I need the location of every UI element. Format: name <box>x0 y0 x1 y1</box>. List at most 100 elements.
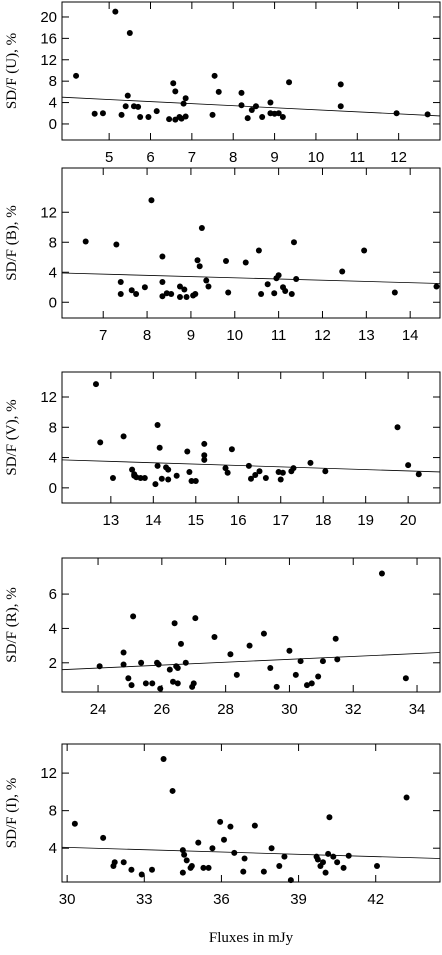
x-tick-label: 19 <box>357 512 374 529</box>
data-point <box>262 475 269 482</box>
y-tick-label: 6 <box>49 586 57 603</box>
y-tick-label: 4 <box>49 840 57 857</box>
data-point <box>246 642 253 649</box>
data-point <box>192 291 199 297</box>
data-point <box>155 661 162 668</box>
data-point <box>183 294 190 300</box>
data-point <box>141 284 148 291</box>
data-point <box>292 671 299 678</box>
plot-frame <box>61 557 441 693</box>
data-point <box>287 877 294 884</box>
data-point <box>271 290 278 297</box>
data-point <box>320 859 326 866</box>
y-tick-label: 8 <box>49 234 57 251</box>
data-point <box>248 475 254 482</box>
data-point <box>188 863 195 870</box>
x-tick-label: 11 <box>349 149 365 166</box>
data-point <box>228 446 235 453</box>
data-point <box>182 113 189 120</box>
data-point <box>156 444 163 451</box>
data-point <box>244 115 251 122</box>
x-tick-label: 18 <box>315 512 332 529</box>
data-point <box>378 570 385 577</box>
data-point <box>129 466 136 473</box>
data-point <box>141 475 148 482</box>
data-point <box>334 656 341 663</box>
y-axis-label: SD/F (R), % <box>4 587 20 662</box>
x-tick-label: 6 <box>146 149 154 166</box>
data-point <box>275 272 282 279</box>
data-point <box>124 92 131 99</box>
data-point <box>188 478 195 485</box>
data-point <box>186 468 193 475</box>
data-point <box>340 864 347 871</box>
data-point <box>279 469 286 476</box>
data-point <box>179 847 186 854</box>
data-point <box>282 288 289 294</box>
data-point <box>233 671 240 678</box>
data-point <box>256 468 263 475</box>
data-point <box>402 675 409 682</box>
data-point <box>160 756 167 763</box>
data-point <box>259 114 266 120</box>
data-point <box>433 283 440 290</box>
data-point <box>194 257 201 264</box>
data-point <box>255 247 262 254</box>
x-tick-label: 34 <box>409 701 426 718</box>
data-point <box>142 680 149 687</box>
data-point <box>223 258 230 264</box>
x-tick-label: 26 <box>153 701 170 718</box>
data-point <box>165 466 172 473</box>
data-point <box>181 851 188 858</box>
data-point <box>203 277 210 284</box>
x-tick-label: 14 <box>145 512 162 529</box>
data-point <box>112 8 119 15</box>
data-point <box>227 823 234 830</box>
y-tick-label: 2 <box>49 655 57 672</box>
x-tick-label: 15 <box>187 512 204 529</box>
y-tick-label: 0 <box>49 294 57 311</box>
data-point <box>424 111 431 118</box>
data-point <box>288 291 295 297</box>
data-point <box>180 100 187 107</box>
y-tick-label: 4 <box>49 620 57 637</box>
data-point <box>137 114 144 120</box>
data-point <box>174 664 181 671</box>
data-point <box>248 107 255 114</box>
data-point <box>172 88 179 95</box>
data-point <box>276 863 283 870</box>
data-point <box>258 291 265 297</box>
x-tick-label: 8 <box>143 327 151 344</box>
data-point <box>275 110 282 117</box>
data-point <box>264 281 271 288</box>
data-point <box>201 456 208 463</box>
data-point <box>182 95 189 102</box>
y-tick-label: 12 <box>40 204 57 221</box>
data-point <box>361 247 368 254</box>
data-point <box>177 640 184 647</box>
data-point <box>149 866 155 873</box>
data-point <box>154 462 161 469</box>
data-point <box>137 475 144 482</box>
data-point <box>325 850 332 857</box>
data-point <box>133 291 140 297</box>
data-point <box>290 465 297 472</box>
plot-frame <box>61 743 441 883</box>
data-point <box>165 476 172 483</box>
data-point <box>192 615 199 622</box>
data-point <box>240 868 247 875</box>
x-tick-label: 9 <box>187 327 195 344</box>
data-point <box>217 818 224 825</box>
data-point <box>394 424 401 431</box>
data-point <box>184 448 191 455</box>
y-tick-label: 0 <box>49 480 57 497</box>
y-tick-label: 12 <box>40 52 57 69</box>
data-point <box>326 814 333 821</box>
data-point <box>231 849 238 856</box>
data-point <box>153 108 160 115</box>
y-tick-label: 0 <box>49 116 57 133</box>
data-point <box>148 197 155 204</box>
data-point <box>322 468 329 475</box>
data-point <box>117 279 124 285</box>
